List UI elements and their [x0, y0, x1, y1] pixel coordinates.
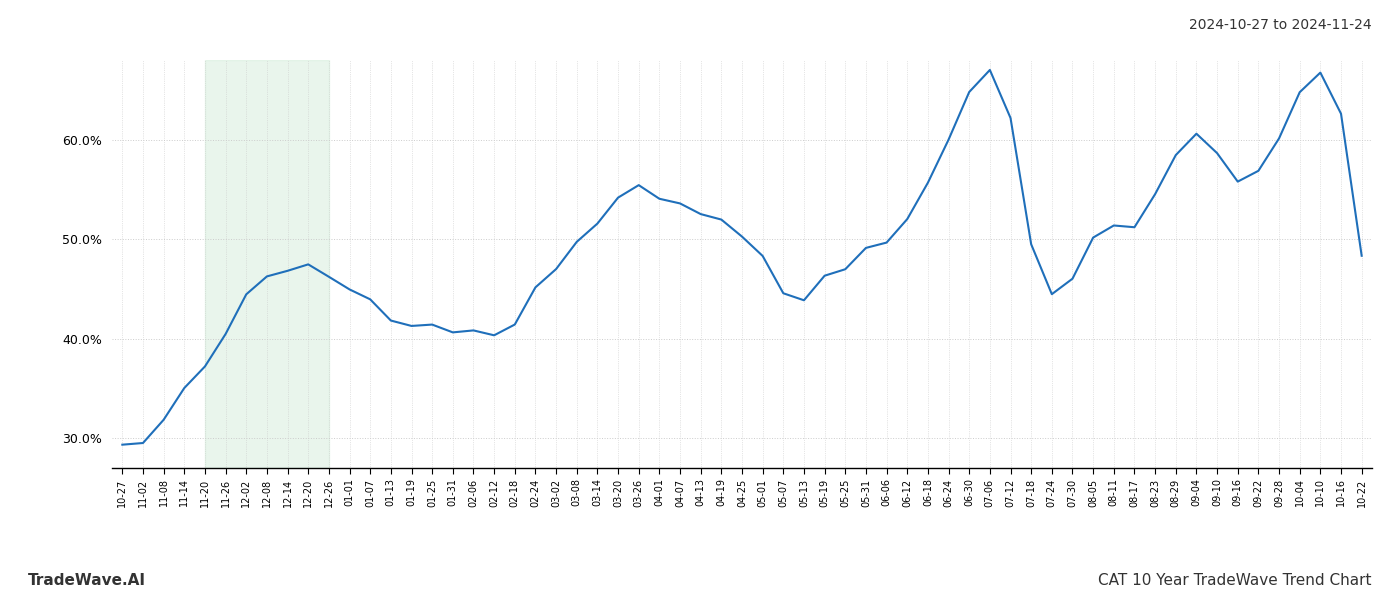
Text: CAT 10 Year TradeWave Trend Chart: CAT 10 Year TradeWave Trend Chart [1099, 573, 1372, 588]
Text: 2024-10-27 to 2024-11-24: 2024-10-27 to 2024-11-24 [1190, 18, 1372, 32]
Text: TradeWave.AI: TradeWave.AI [28, 573, 146, 588]
Bar [204, 60, 329, 468]
